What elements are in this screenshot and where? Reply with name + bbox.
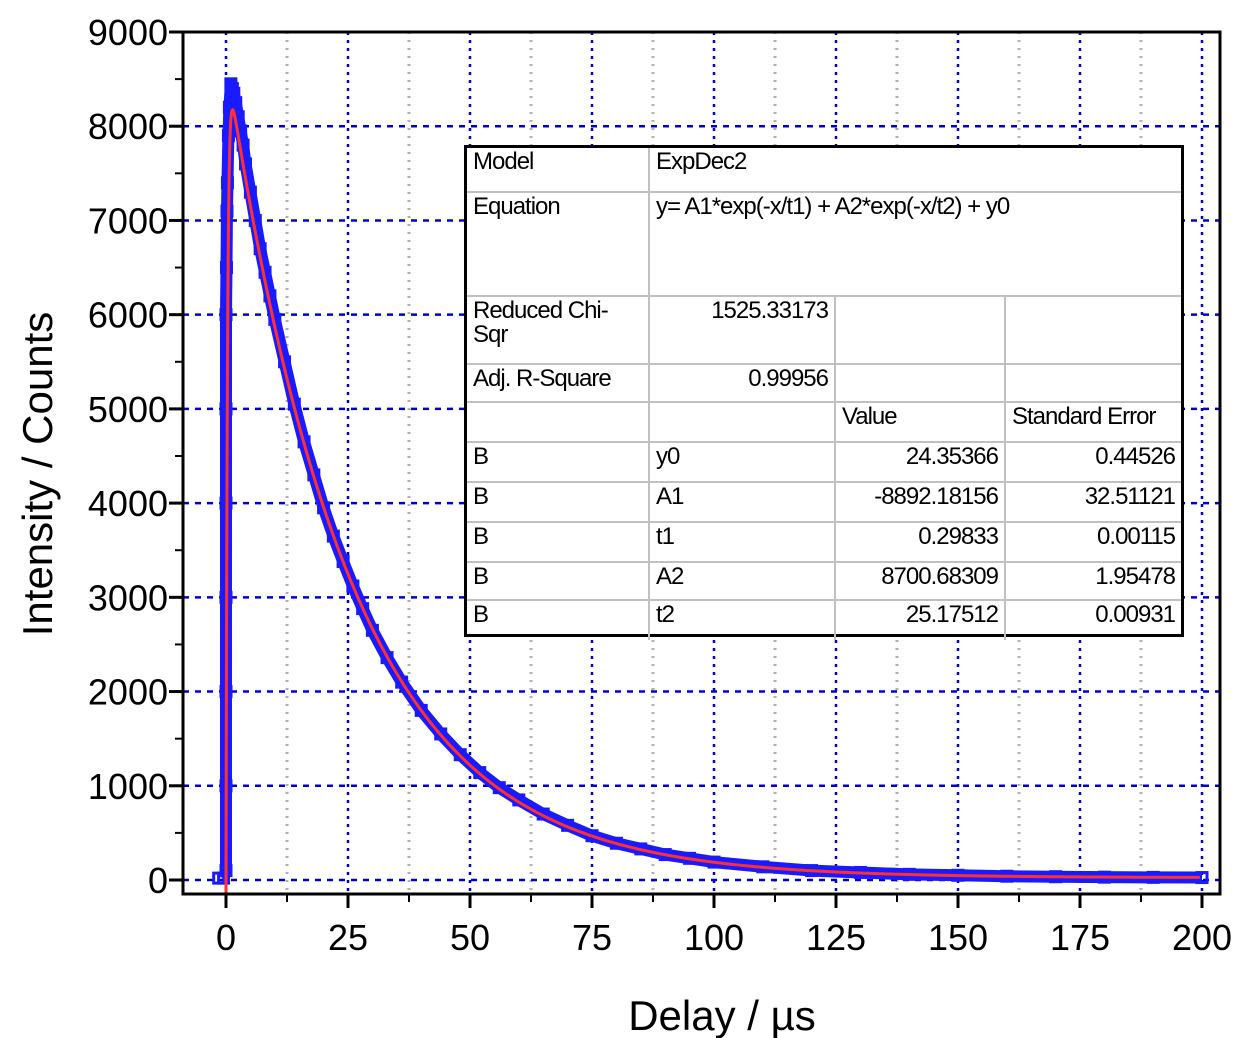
y-axis-label: Intensity / Counts	[14, 312, 61, 637]
table-row: B A1 -8892.18156 32.51121	[467, 481, 1182, 523]
data-point	[473, 766, 487, 780]
x-tick-label: 125	[806, 917, 866, 958]
r2-label: Adj. R-Square	[467, 363, 650, 403]
y-tick-label: 0	[148, 860, 168, 901]
fit-line	[224, 108, 1200, 896]
plot-frame	[181, 30, 1222, 896]
data-point	[326, 529, 340, 543]
x-tick-label: 175	[1050, 917, 1110, 958]
equation-label: Equation	[467, 191, 650, 297]
x-tick-label: 150	[928, 917, 988, 958]
data-point	[336, 555, 350, 569]
y-tick-label: 2000	[88, 672, 168, 713]
y-tick-label: 8000	[88, 106, 168, 147]
x-tick-label: 100	[684, 917, 744, 958]
data-point	[219, 261, 233, 275]
data-point	[234, 124, 248, 138]
model-value: ExpDec2	[647, 148, 1182, 193]
data-point	[380, 651, 394, 665]
y-tick-label: 5000	[88, 389, 168, 430]
data-point	[231, 110, 245, 124]
x-tick-label: 0	[216, 917, 236, 958]
y-tick-label: 7000	[88, 200, 168, 241]
y-tick-label: 9000	[88, 12, 168, 53]
data-point	[356, 602, 370, 616]
data-point	[395, 675, 409, 689]
y-tick-label: 6000	[88, 295, 168, 336]
data-point	[492, 781, 506, 795]
data-point	[414, 703, 428, 717]
fit-results-table: Model ExpDec2 Equation y= A1*exp(-x/t1) …	[464, 145, 1184, 640]
data-point	[453, 748, 467, 762]
error-column-header: Standard Error	[1003, 401, 1182, 443]
data-point	[219, 308, 233, 322]
y-tick-label: 4000	[88, 483, 168, 524]
axis-ticks: 0 25 50 75 100 125 150 175 200010002000300040005…	[88, 12, 1232, 958]
data-point	[217, 871, 231, 885]
x-tick-label: 200	[1172, 917, 1232, 958]
data-point	[220, 204, 234, 218]
chisq-label: Reduced Chi-Sqr	[467, 295, 650, 365]
model-label: Model	[467, 148, 650, 193]
table-row: B t2 25.17512 0.00931	[467, 599, 1182, 640]
value-column-header: Value	[834, 401, 1006, 443]
chisq-value: 1525.33173	[648, 295, 836, 365]
x-tick-label: 50	[450, 917, 490, 958]
x-tick-label: 75	[572, 917, 612, 958]
equation-value: y= A1*exp(-x/t1) + A2*exp(-x/t2) + y0	[647, 191, 1182, 297]
data-point	[346, 579, 360, 593]
x-tick-label: 25	[328, 917, 368, 958]
fit-curve	[224, 108, 1200, 896]
r2-value: 0.99956	[648, 363, 836, 403]
y-tick-label: 3000	[88, 577, 168, 618]
data-point	[434, 727, 448, 741]
table-row: B t1 0.29833 0.00115	[467, 521, 1182, 563]
data-point	[229, 96, 243, 110]
y-tick-label: 1000	[88, 766, 168, 807]
table-row: B y0 24.35366 0.44526	[467, 441, 1182, 483]
x-axis-label: Delay / µs	[628, 992, 816, 1038]
table-row: B A2 8700.68309 1.95478	[467, 561, 1182, 601]
data-point	[236, 138, 250, 152]
data-point	[239, 157, 253, 171]
